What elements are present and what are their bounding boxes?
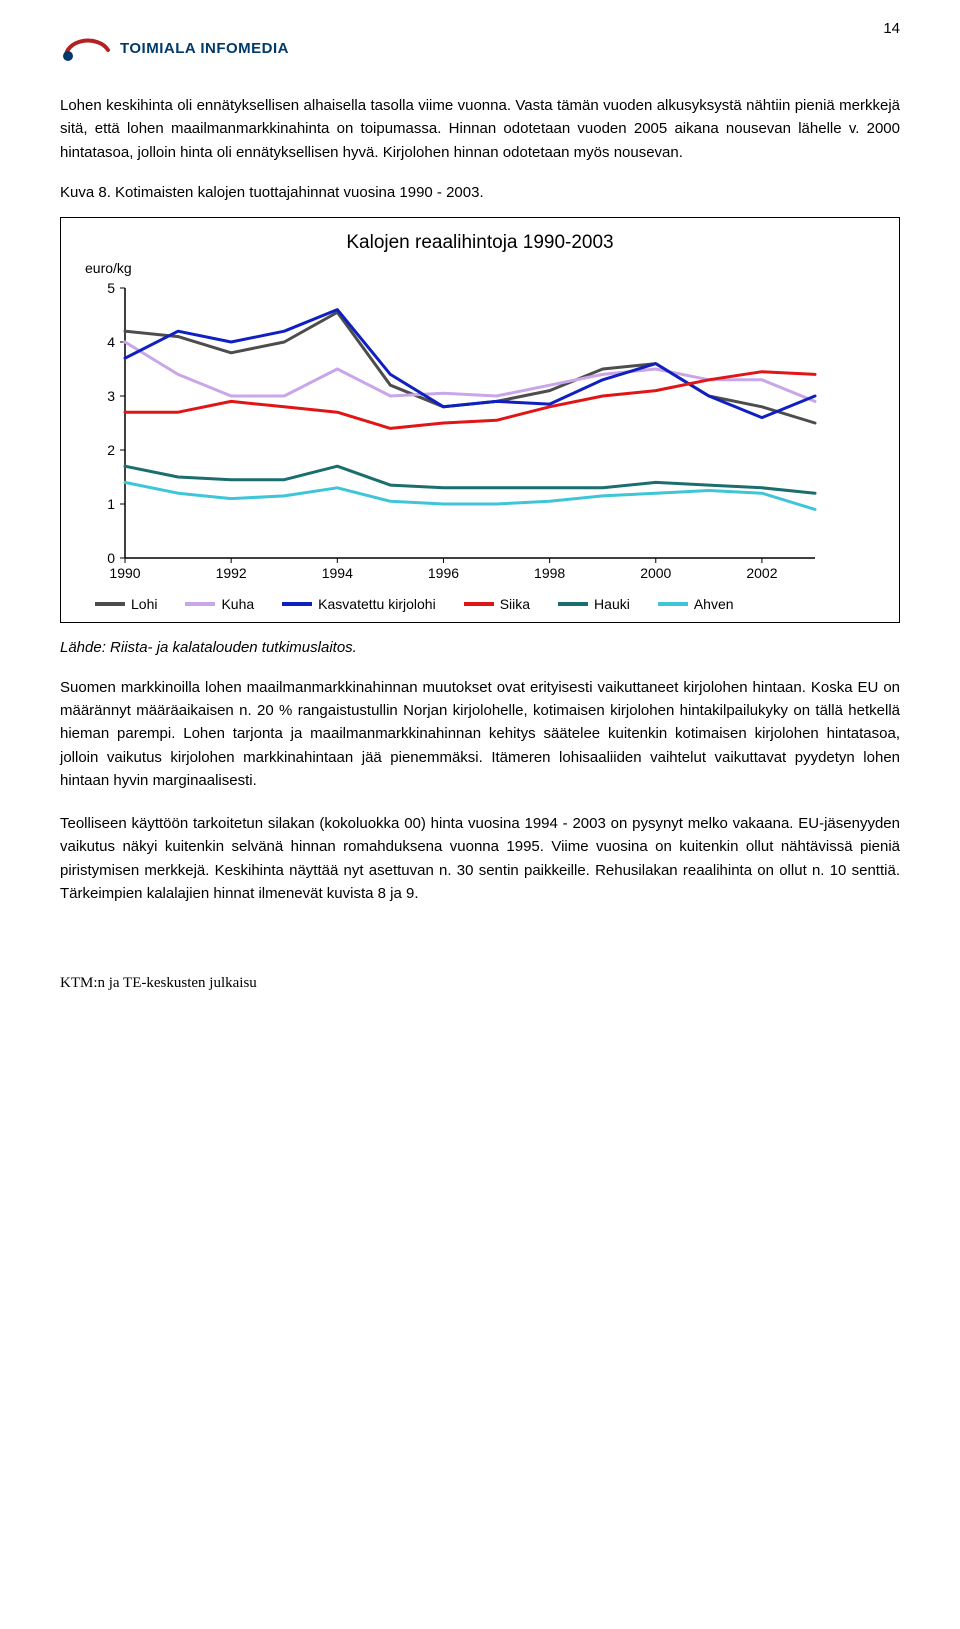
brand-logo: TOIMIALA INFOMEDIA xyxy=(60,30,900,66)
svg-text:1990: 1990 xyxy=(109,565,140,581)
legend-item: Kuha xyxy=(185,596,254,612)
legend-item: Ahven xyxy=(658,596,734,612)
legend-swatch xyxy=(282,602,312,606)
legend-label: Hauki xyxy=(594,596,630,612)
svg-text:2: 2 xyxy=(107,442,115,458)
legend-label: Siika xyxy=(500,596,530,612)
svg-text:1: 1 xyxy=(107,496,115,512)
page-footer: KTM:n ja TE-keskusten julkaisu xyxy=(60,975,900,992)
legend-swatch xyxy=(185,602,215,606)
paragraph-3: Teolliseen käyttöön tarkoitetun silakan … xyxy=(60,812,900,905)
svg-text:3: 3 xyxy=(107,388,115,404)
legend-label: Kasvatettu kirjolohi xyxy=(318,596,436,612)
page-number: 14 xyxy=(883,20,900,37)
legend-label: Ahven xyxy=(694,596,734,612)
svg-text:1998: 1998 xyxy=(534,565,565,581)
svg-text:1994: 1994 xyxy=(322,565,353,581)
paragraph-1: Lohen keskihinta oli ennätyksellisen alh… xyxy=(60,94,900,164)
legend-item: Hauki xyxy=(558,596,630,612)
legend-item: Siika xyxy=(464,596,530,612)
legend-item: Lohi xyxy=(95,596,157,612)
chart-source: Lähde: Riista- ja kalatalouden tutkimusl… xyxy=(60,639,900,656)
logo-text: TOIMIALA INFOMEDIA xyxy=(120,40,289,57)
legend-label: Kuha xyxy=(221,596,254,612)
figure-caption: Kuva 8. Kotimaisten kalojen tuottajahinn… xyxy=(60,184,900,201)
svg-text:1992: 1992 xyxy=(216,565,247,581)
svg-text:1996: 1996 xyxy=(428,565,459,581)
legend-swatch xyxy=(658,602,688,606)
legend-swatch xyxy=(558,602,588,606)
price-chart: Kalojen reaalihintoja 1990-2003 euro/kg … xyxy=(60,217,900,623)
svg-text:4: 4 xyxy=(107,334,115,350)
svg-text:2000: 2000 xyxy=(640,565,671,581)
chart-plot: 0 1 2 3 4 5 1990 1992 1994 1996 1998 2000 2002 xyxy=(75,278,835,588)
logo-icon xyxy=(60,30,114,66)
y-axis-label: euro/kg xyxy=(85,260,885,276)
chart-legend: Lohi Kuha Kasvatettu kirjolohi Siika Hauki Ah… xyxy=(75,596,885,612)
svg-text:0: 0 xyxy=(107,550,115,566)
paragraph-2: Suomen markkinoilla lohen maailmanmarkki… xyxy=(60,676,900,792)
legend-label: Lohi xyxy=(131,596,157,612)
chart-title: Kalojen reaalihintoja 1990-2003 xyxy=(75,232,885,254)
svg-text:5: 5 xyxy=(107,280,115,296)
legend-swatch xyxy=(464,602,494,606)
svg-text:2002: 2002 xyxy=(746,565,777,581)
legend-swatch xyxy=(95,602,125,606)
legend-item: Kasvatettu kirjolohi xyxy=(282,596,436,612)
